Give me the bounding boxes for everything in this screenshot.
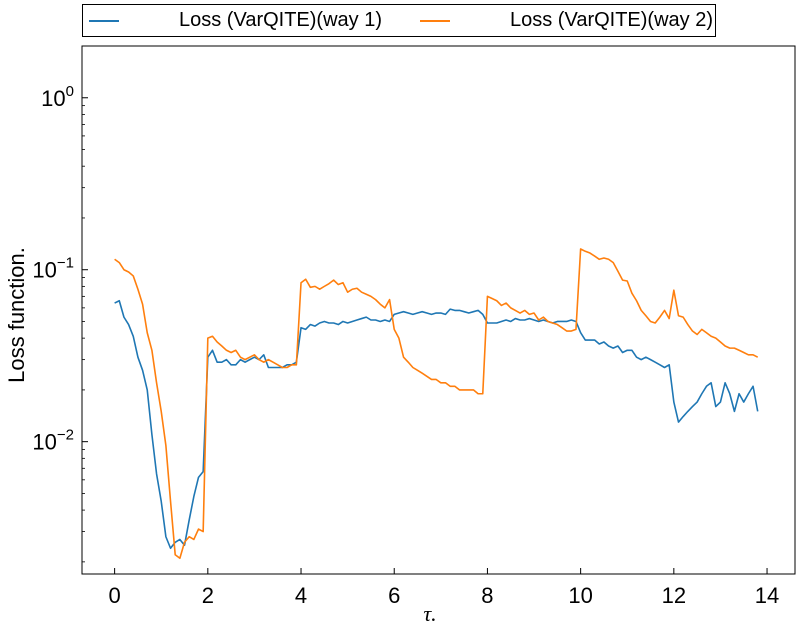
x-tick-label: 10 <box>568 583 592 608</box>
x-tick-label: 0 <box>108 583 120 608</box>
x-tick-label: 8 <box>481 583 493 608</box>
y-axis-ticks: 10−2 10−1 100 <box>32 45 88 563</box>
x-axis-label: τ. <box>423 601 436 626</box>
legend-label-way-1: Loss (VarQITE)(way 1) <box>179 9 382 31</box>
legend-item-way-2: Loss (VarQITE)(way 2) <box>420 5 713 36</box>
x-axis-ticks: 0 2 4 6 8 10 12 14 <box>108 568 779 608</box>
legend-swatch-way-1 <box>89 19 119 22</box>
x-tick-label: 14 <box>755 583 779 608</box>
legend-item-way-1: Loss (VarQITE)(way 1) <box>89 5 382 36</box>
y-tick-label: 10−1 <box>32 255 74 283</box>
x-tick-label: 6 <box>388 583 400 608</box>
plot-area-border <box>81 45 796 575</box>
legend-swatch-way-2 <box>420 19 450 22</box>
y-tick-label: 100 <box>41 83 74 111</box>
series-line-way-1 <box>114 299 759 550</box>
y-axis-label: Loss function. <box>4 247 29 383</box>
series-line-way-2 <box>114 248 759 560</box>
legend: Loss (VarQITE)(way 1) Loss (VarQITE)(way… <box>82 4 716 37</box>
y-tick-label: 10−2 <box>32 427 74 455</box>
series-layer <box>114 248 759 560</box>
x-tick-label: 2 <box>202 583 214 608</box>
plot-frame <box>81 45 796 575</box>
x-tick-label: 4 <box>295 583 307 608</box>
x-tick-label: 12 <box>662 583 686 608</box>
legend-label-way-2: Loss (VarQITE)(way 2) <box>510 9 713 31</box>
